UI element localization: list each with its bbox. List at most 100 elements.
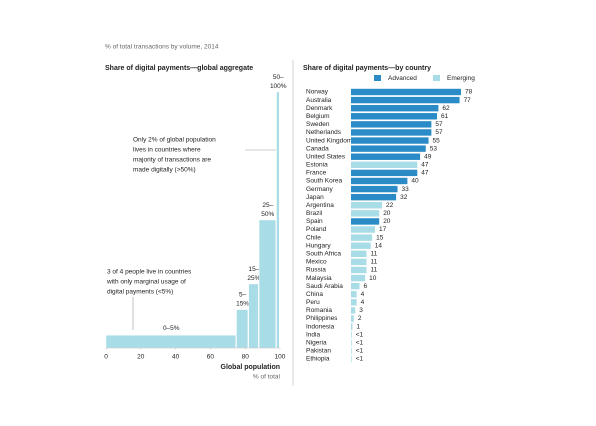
value-label: 53	[430, 145, 438, 152]
bar	[351, 299, 357, 306]
bar	[258, 219, 276, 349]
legend-swatch	[433, 75, 440, 81]
value-label: <1	[356, 331, 364, 338]
y-tick-label: Russia	[306, 267, 326, 274]
y-tick-label: Brazil	[306, 210, 323, 217]
bar	[351, 137, 429, 144]
annotation: lives in countries where	[133, 147, 201, 154]
value-label: 2	[358, 315, 362, 322]
y-tick-label: Japan	[306, 194, 324, 201]
y-tick-label: Belgium	[306, 113, 329, 120]
annotation: made digitally (>50%)	[133, 167, 196, 174]
y-tick-label: Sweden	[306, 121, 330, 128]
value-label: 62	[442, 105, 450, 112]
value-label: 49	[424, 153, 432, 160]
bar	[351, 331, 352, 338]
y-tick-label: South Korea	[306, 178, 343, 185]
value-label: 22	[386, 202, 394, 209]
annotation: with only marginal usage of	[106, 279, 186, 286]
bar	[351, 210, 380, 217]
y-tick-label: Germany	[306, 186, 333, 193]
y-tick-label: United States	[306, 153, 346, 160]
x-tick-label: 0	[104, 354, 108, 361]
bar	[351, 113, 438, 120]
value-label: 78	[465, 89, 473, 96]
value-label: 57	[435, 129, 443, 136]
y-tick-label: Argentina	[306, 202, 334, 209]
bar	[351, 177, 408, 185]
chart-title: Share of digital payments—global aggrega…	[105, 65, 253, 72]
y-tick-label: Pakistan	[306, 348, 331, 355]
bar	[351, 96, 460, 104]
y-tick-label: Spain	[306, 218, 323, 225]
y-tick-label: Ethiopia	[306, 356, 330, 363]
bar	[351, 226, 375, 233]
value-label: 11	[371, 267, 378, 274]
value-label: 14	[375, 242, 383, 249]
y-tick-label: Peru	[306, 299, 320, 306]
value-label: <1	[356, 348, 364, 355]
value-label: 6	[363, 283, 367, 290]
y-tick-label: Hungary	[306, 242, 331, 249]
value-label: <1	[356, 356, 364, 363]
bar	[351, 315, 354, 322]
x-axis-unit: % of total	[253, 374, 281, 381]
value-label: 77	[464, 97, 472, 104]
x-axis-title: Global population	[221, 364, 281, 371]
value-label: 15	[376, 234, 384, 241]
bar	[351, 121, 432, 128]
value-label: 20	[383, 210, 391, 217]
bar	[351, 161, 418, 169]
y-tick-label: Denmark	[306, 105, 333, 112]
value-label: 20	[383, 218, 391, 225]
x-tick-label: 60	[207, 354, 215, 361]
caption: % of total transactions by volume, 2014	[105, 44, 219, 51]
bar	[351, 242, 371, 249]
y-tick-label: Indonesia	[306, 323, 335, 330]
value-label: 47	[421, 162, 429, 169]
y-tick-label: Norway	[306, 89, 329, 96]
value-label: 4	[361, 299, 365, 306]
y-tick-label: Nigeria	[306, 340, 327, 347]
value-label: 61	[441, 113, 449, 120]
value-label: 1	[356, 323, 360, 330]
x-tick-label: 80	[242, 354, 250, 361]
bar	[351, 274, 366, 282]
bar	[276, 91, 280, 349]
bar	[351, 355, 352, 363]
bar	[351, 169, 418, 177]
bar	[351, 266, 367, 274]
value-label: 57	[435, 121, 443, 128]
bar	[351, 291, 357, 298]
bar	[351, 234, 373, 241]
bar	[351, 339, 352, 346]
legend-label: Emerging	[447, 75, 475, 82]
value-label: 47	[421, 170, 429, 177]
annotation: 3 of 4 people live in countries	[107, 269, 192, 276]
x-tick-label: 40	[172, 354, 180, 361]
value-label: 33	[402, 186, 410, 193]
value-label: 10	[369, 275, 377, 282]
y-tick-label: Chile	[306, 234, 321, 241]
chart-title: Share of digital payments—by country	[303, 65, 431, 72]
y-tick-label: France	[306, 170, 327, 177]
value-label: 17	[379, 226, 387, 233]
y-tick-label: Estonia	[306, 162, 328, 169]
bar-label: 25– 50%	[261, 202, 274, 218]
bar	[351, 145, 426, 152]
bar-label: 50– 100%	[270, 74, 287, 90]
y-tick-label: Netherlands	[306, 129, 342, 136]
bar	[351, 282, 360, 290]
value-label: 3	[359, 307, 363, 314]
value-label: 32	[400, 194, 408, 201]
annotation: digital payments (<5%)	[107, 289, 173, 296]
bar	[248, 283, 259, 349]
y-tick-label: South Africa	[306, 251, 341, 258]
bar	[351, 307, 356, 314]
bar	[236, 309, 249, 349]
value-label: 11	[371, 259, 378, 266]
value-label: <1	[356, 340, 364, 347]
bar	[351, 193, 397, 201]
annotation: majority of transactions are	[133, 157, 211, 164]
